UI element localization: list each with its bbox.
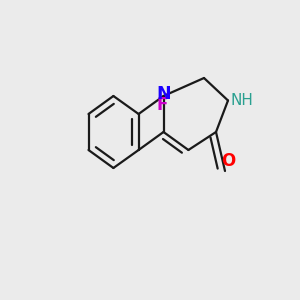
Text: O: O	[221, 152, 236, 169]
Text: F: F	[156, 96, 168, 114]
Text: NH: NH	[231, 93, 254, 108]
Text: N: N	[156, 85, 171, 103]
